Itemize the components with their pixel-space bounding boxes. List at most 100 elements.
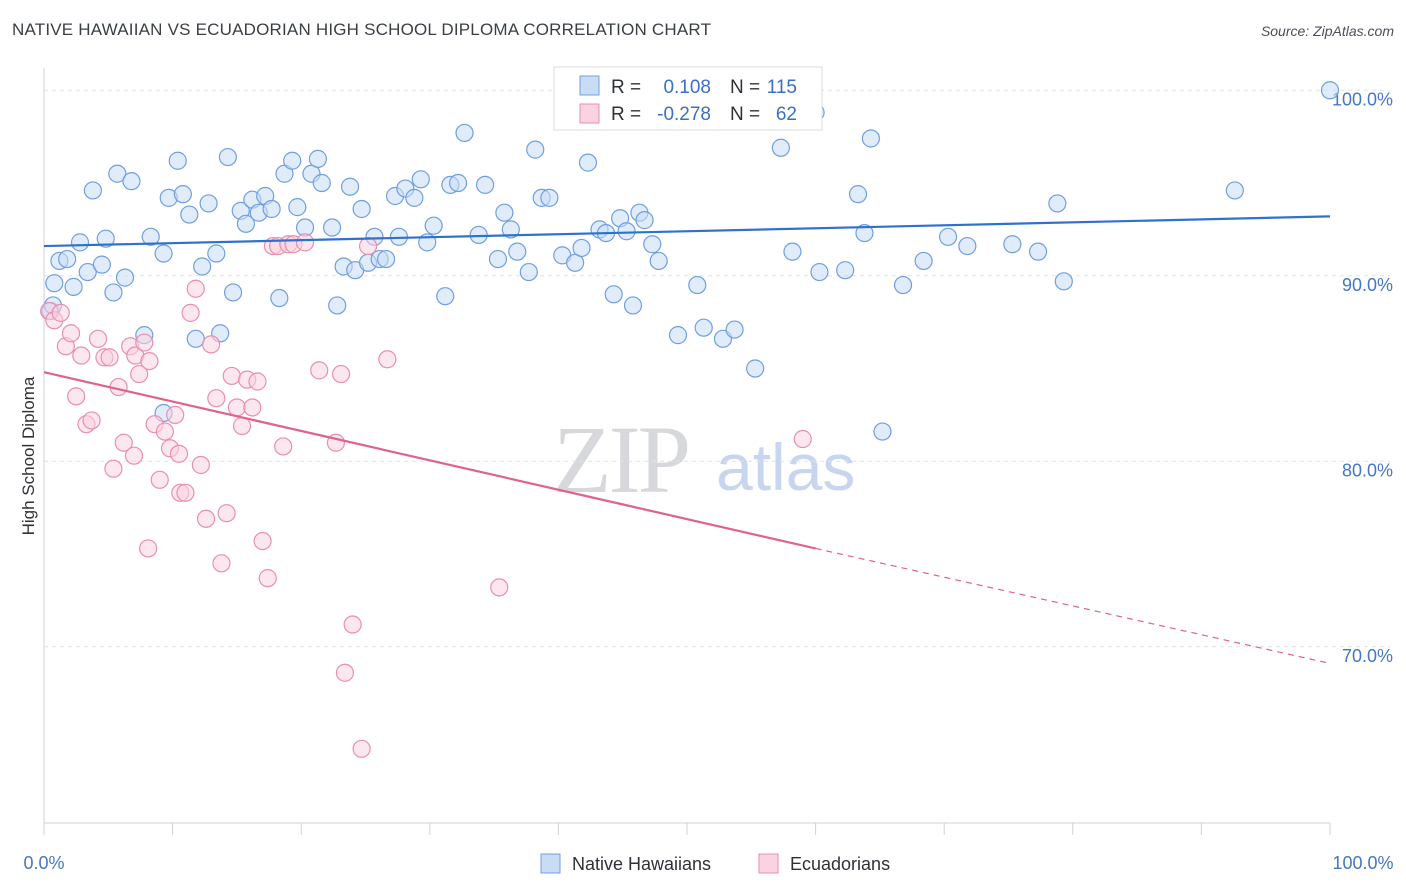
point-ecuadorian (61, 324, 81, 343)
point-ecuadorian (232, 416, 252, 436)
point-native-hawaiian (1028, 242, 1048, 261)
point-ecuadorian (191, 455, 210, 475)
point-ecuadorian (104, 459, 123, 478)
point-ecuadorian (222, 366, 241, 386)
point-ecuadorian (358, 236, 378, 256)
point-native-hawaiian (578, 153, 598, 172)
point-native-hawaiian (958, 236, 977, 256)
point-ecuadorian (72, 346, 91, 365)
point-native-hawaiian (501, 220, 520, 239)
series-native-hawaiians (41, 81, 1340, 441)
point-native-hawaiian (1320, 81, 1340, 100)
legend-r-value-0: 0.108 (663, 77, 711, 98)
point-native-hawaiian (58, 249, 77, 269)
bottom-legend-swatch-ecuadorians (758, 853, 779, 874)
bottom-legend-label-native-hawaiians: Native Hawaiians (572, 854, 711, 874)
point-native-hawaiian (141, 227, 160, 246)
point-ecuadorian (212, 554, 231, 573)
stats-legend: R = 0.108 N = 115 R = -0.278 N = 62 (553, 66, 823, 131)
point-native-hawaiian (873, 422, 892, 441)
trend-lines (43, 215, 1331, 665)
point-ecuadorian (181, 303, 200, 322)
y-tick-label: 70.0% (1342, 646, 1393, 666)
point-native-hawaiian (746, 359, 765, 378)
point-native-hawaiian (1054, 272, 1073, 291)
point-ecuadorian (140, 351, 159, 371)
point-ecuadorian (169, 444, 189, 463)
point-native-hawaiian (96, 229, 115, 248)
watermark-zip: ZIP (553, 406, 688, 513)
x-tick-label-right: 100.0% (1332, 853, 1393, 873)
point-ecuadorian (490, 578, 509, 597)
point-ecuadorian (51, 303, 70, 322)
point-ecuadorian (378, 350, 397, 369)
legend-r-value-1: -0.278 (657, 104, 711, 125)
gridlines (44, 89, 1390, 648)
legend-swatch-native-hawaiians (579, 75, 600, 96)
point-native-hawaiian (1003, 235, 1022, 254)
point-native-hawaiian (223, 283, 243, 302)
point-ecuadorian (217, 504, 236, 523)
point-ecuadorian (202, 335, 221, 354)
point-ecuadorian (166, 405, 185, 424)
point-native-hawaiian (92, 255, 111, 274)
chart-title: NATIVE HAWAIIAN VS ECUADORIAN HIGH SCHOO… (12, 20, 712, 39)
point-native-hawaiian (236, 214, 256, 233)
point-native-hawaiian (572, 238, 591, 258)
point-ecuadorian (331, 364, 351, 384)
y-tick-label: 100.0% (1332, 89, 1393, 109)
point-native-hawaiian (855, 223, 874, 243)
point-ecuadorian (207, 389, 226, 408)
point-ecuadorian (82, 411, 101, 430)
point-native-hawaiian (193, 257, 212, 276)
point-ecuadorian (793, 429, 812, 449)
point-native-hawaiian (283, 151, 302, 170)
point-native-hawaiian (352, 199, 371, 219)
point-native-hawaiian (455, 123, 474, 143)
point-native-hawaiian (328, 296, 347, 315)
chart-source: Source: ZipAtlas.com (1260, 23, 1394, 39)
point-ecuadorian (253, 531, 272, 551)
point-native-hawaiian (649, 251, 668, 271)
point-ecuadorian (135, 333, 154, 352)
point-native-hawaiian (914, 251, 933, 271)
point-ecuadorian (352, 739, 371, 758)
series-ecuadorians (40, 233, 812, 758)
point-native-hawaiian (1048, 194, 1067, 213)
point-native-hawaiian (688, 275, 707, 295)
trend-line-ecuadorians (43, 371, 816, 550)
point-native-hawaiian (108, 164, 127, 183)
point-native-hawaiian (173, 185, 192, 204)
point-ecuadorian (335, 663, 355, 682)
point-native-hawaiian (725, 320, 744, 339)
point-native-hawaiian (288, 198, 307, 217)
y-axis-label: High School Diploma (19, 376, 38, 535)
point-native-hawaiian (180, 205, 199, 224)
point-native-hawaiian (122, 172, 141, 191)
legend-swatch-ecuadorians (579, 103, 600, 124)
y-tick-labels: 100.0% 90.0% 80.0% 70.0% (1332, 89, 1393, 666)
point-native-hawaiian (115, 268, 135, 287)
point-ecuadorian (100, 348, 119, 367)
trend-line-native-hawaiians (43, 215, 1331, 248)
point-native-hawaiian (623, 296, 643, 315)
legend-r-label-0: R = (611, 77, 641, 98)
series-legend: Native Hawaiians Ecuadorians (540, 853, 890, 874)
point-ecuadorian (124, 446, 144, 465)
point-ecuadorian (310, 361, 329, 380)
point-ecuadorian (274, 437, 293, 456)
point-native-hawaiian (488, 249, 508, 269)
point-ecuadorian (130, 364, 149, 384)
point-native-hawaiian (448, 173, 468, 193)
point-native-hawaiian (1225, 181, 1244, 200)
point-ecuadorian (176, 483, 195, 502)
point-ecuadorian (139, 539, 158, 558)
point-native-hawaiian (893, 275, 913, 295)
point-native-hawaiian (783, 242, 802, 261)
point-native-hawaiian (199, 194, 218, 213)
bottom-legend-swatch-native-hawaiians (540, 853, 561, 874)
point-native-hawaiian (519, 262, 538, 282)
point-native-hawaiian (540, 188, 559, 207)
point-ecuadorian (67, 387, 86, 406)
point-native-hawaiian (495, 203, 514, 222)
